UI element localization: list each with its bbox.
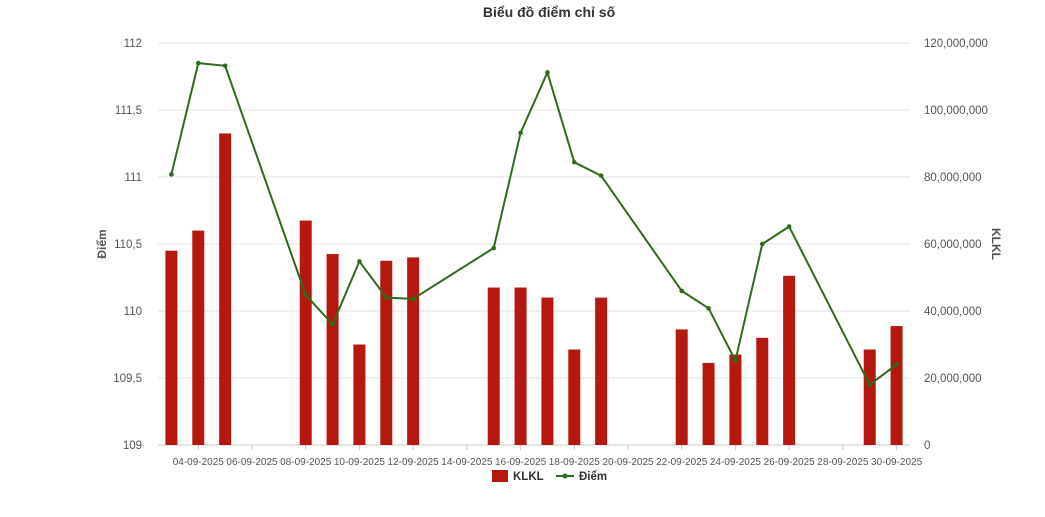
- right-tick-label: 40,000,000: [924, 306, 982, 318]
- x-tick-label: 12-09-2025: [388, 457, 440, 468]
- klkl-bar[interactable]: [595, 297, 608, 445]
- diem-point[interactable]: [330, 322, 335, 327]
- right-tick-label: 0: [924, 440, 930, 452]
- diem-point[interactable]: [706, 306, 711, 311]
- diem-point[interactable]: [679, 288, 685, 294]
- diem-series-line: [170, 62, 898, 387]
- klkl-bar[interactable]: [487, 287, 500, 445]
- diem-point[interactable]: [195, 60, 201, 66]
- klkl-bar[interactable]: [568, 349, 581, 445]
- right-tick-label: 60,000,000: [924, 239, 982, 251]
- right-tick-label: 20,000,000: [924, 373, 982, 385]
- diem-point[interactable]: [545, 70, 550, 75]
- grid-lines: [158, 42, 910, 446]
- diem-line: [169, 60, 899, 388]
- diem-point[interactable]: [894, 362, 899, 367]
- klkl-bar[interactable]: [192, 230, 205, 445]
- diem-point[interactable]: [867, 382, 873, 388]
- legend-label-diem: Điểm: [579, 471, 607, 483]
- klkl-bar[interactable]: [729, 354, 742, 445]
- diem-point[interactable]: [383, 295, 389, 300]
- diem-point[interactable]: [733, 358, 738, 363]
- left-tick-label: 111: [125, 172, 142, 184]
- diem-point[interactable]: [786, 224, 792, 229]
- left-tick-label: 110,5: [114, 239, 142, 251]
- diem-point[interactable]: [169, 172, 174, 177]
- klkl-bar[interactable]: [353, 344, 366, 446]
- klkl-bar[interactable]: [675, 329, 688, 445]
- left-tick-label: 109: [123, 440, 142, 452]
- klkl-bar[interactable]: [219, 133, 232, 445]
- klkl-bar[interactable]: [165, 250, 178, 445]
- x-tick-label: 28-09-2025: [817, 457, 869, 468]
- klkl-bar[interactable]: [783, 275, 796, 445]
- right-tick-label: 80,000,000: [924, 172, 982, 184]
- legend-line-marker: [562, 473, 568, 479]
- klkl-bar[interactable]: [299, 220, 312, 445]
- x-tick-label: 30-09-2025: [871, 457, 923, 468]
- legend[interactable]: KLKL Điểm: [492, 470, 607, 483]
- right-tick-label: 100,000,000: [924, 105, 988, 117]
- legend-bar-swatch: [492, 470, 508, 482]
- left-tick-label: 109,5: [113, 373, 142, 385]
- diem-point[interactable]: [491, 245, 497, 251]
- diem-point[interactable]: [303, 292, 309, 298]
- legend-label-klkl: KLKL: [513, 471, 544, 483]
- legend-item-diem[interactable]: Điểm: [556, 471, 607, 483]
- klkl-bar[interactable]: [514, 287, 527, 445]
- x-axis: 04-09-2025 06-09-2025 08-09-2025 10-09-2025…: [173, 445, 923, 468]
- x-tick-label: 10-09-2025: [334, 457, 386, 468]
- diem-point[interactable]: [518, 130, 523, 136]
- left-tick-label: 111,5: [115, 105, 142, 117]
- diem-point[interactable]: [222, 63, 228, 69]
- right-tick-label: 120,000,000: [924, 38, 988, 50]
- left-tick-label: 112: [124, 38, 142, 50]
- klkl-bars: [165, 133, 903, 446]
- klkl-bar[interactable]: [326, 254, 339, 445]
- klkl-bar[interactable]: [702, 362, 715, 445]
- x-tick-label: 26-09-2025: [764, 457, 816, 468]
- right-axis-title: KLKL: [989, 228, 1003, 260]
- diem-point[interactable]: [598, 173, 604, 178]
- legend-item-klkl[interactable]: KLKL: [492, 470, 544, 483]
- x-tick-label: 04-09-2025: [173, 457, 225, 468]
- diem-point[interactable]: [571, 159, 577, 165]
- klkl-bar[interactable]: [541, 297, 554, 445]
- left-axis-ticks: 109 109,5 110 110,5 111 111,5 112: [113, 38, 142, 452]
- chart-title: Biểu đồ điểm chỉ số: [483, 4, 616, 20]
- x-tick-label: 14-09-2025: [441, 457, 493, 468]
- diem-point[interactable]: [357, 259, 362, 264]
- klkl-bar[interactable]: [890, 326, 903, 445]
- x-tick-label: 22-09-2025: [656, 457, 708, 468]
- klkl-bar[interactable]: [407, 257, 420, 445]
- x-tick-label: 06-09-2025: [226, 457, 278, 468]
- klkl-bar[interactable]: [756, 337, 769, 445]
- x-tick-label: 18-09-2025: [549, 457, 601, 468]
- left-tick-label: 110: [124, 306, 142, 318]
- klkl-bar[interactable]: [863, 349, 876, 445]
- right-axis-ticks: 0 20,000,000 40,000,000 60,000,000 80,000,00…: [924, 38, 988, 452]
- x-tick-label: 20-09-2025: [602, 457, 654, 468]
- diem-point[interactable]: [410, 296, 416, 302]
- x-tick-label: 08-09-2025: [280, 457, 332, 468]
- x-tick-label: 24-09-2025: [710, 457, 762, 468]
- klkl-bar[interactable]: [380, 260, 393, 445]
- left-axis-title: Điểm: [95, 229, 109, 258]
- x-tick-label: 16-09-2025: [495, 457, 547, 468]
- diem-point[interactable]: [759, 241, 765, 247]
